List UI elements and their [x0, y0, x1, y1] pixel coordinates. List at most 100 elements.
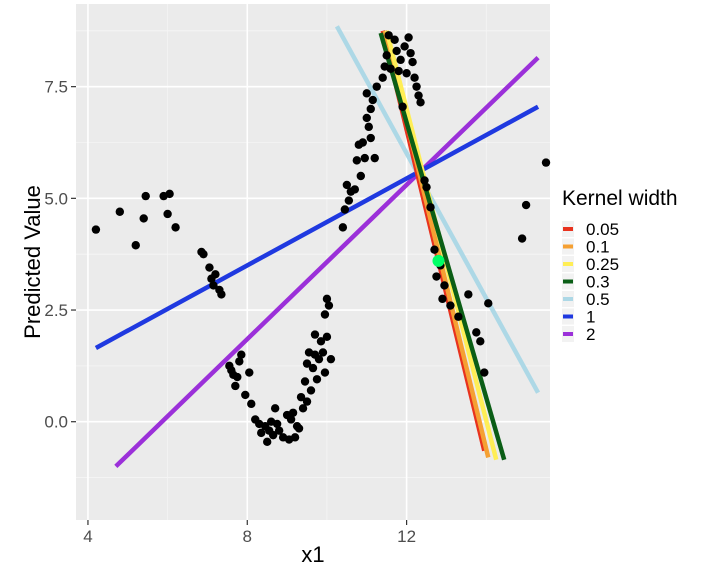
- y-tick-label: 7.5: [44, 78, 68, 97]
- data-point: [231, 381, 240, 391]
- data-point: [398, 102, 407, 111]
- points-layer: [91, 31, 551, 447]
- data-point: [426, 203, 435, 212]
- grid: [76, 4, 550, 520]
- data-point: [209, 281, 218, 290]
- data-point: [320, 368, 330, 377]
- data-point: [247, 399, 256, 409]
- y-tick-label: 2.5: [44, 301, 68, 320]
- data-point: [205, 263, 214, 272]
- data-point: [366, 133, 375, 143]
- data-point: [420, 176, 429, 185]
- data-point: [91, 225, 101, 234]
- legend-label: 1: [586, 308, 595, 327]
- data-point: [440, 281, 449, 290]
- data-point: [237, 350, 246, 359]
- data-point: [270, 404, 280, 413]
- data-point: [165, 189, 174, 199]
- data-point: [414, 91, 423, 100]
- data-point: [344, 196, 354, 205]
- data-point: [422, 182, 431, 192]
- data-point: [402, 69, 411, 78]
- data-point: [262, 437, 272, 447]
- fit-line-0.5: [334, 25, 541, 394]
- x-tick-label: 8: [243, 527, 252, 546]
- data-point: [392, 46, 401, 56]
- data-point: [472, 328, 481, 337]
- data-point: [286, 415, 296, 424]
- legend-label: 0.25: [586, 255, 619, 274]
- data-point: [400, 42, 409, 51]
- data-point: [362, 113, 371, 123]
- data-point: [476, 337, 485, 346]
- data-point: [272, 419, 282, 429]
- data-point: [358, 138, 367, 147]
- data-point: [294, 424, 304, 433]
- data-point: [364, 122, 373, 132]
- data-point: [115, 207, 125, 216]
- data-point: [480, 368, 489, 377]
- data-point: [211, 270, 220, 279]
- data-point: [517, 234, 527, 243]
- data-point: [302, 397, 312, 406]
- data-point: [141, 191, 150, 201]
- data-point: [320, 310, 330, 319]
- fit-line-2: [114, 55, 540, 469]
- data-point: [352, 156, 362, 165]
- fit-line-1: [94, 104, 540, 350]
- data-point: [322, 294, 332, 304]
- data-point: [382, 51, 391, 60]
- data-point: [131, 241, 140, 250]
- data-point: [384, 31, 393, 40]
- data-point: [394, 66, 403, 76]
- data-point: [235, 357, 244, 366]
- highlight-point: [432, 254, 445, 267]
- data-point: [199, 249, 208, 259]
- data-point: [342, 180, 352, 190]
- data-point: [308, 363, 318, 373]
- data-point: [368, 95, 377, 105]
- data-point: [386, 64, 395, 73]
- data-point: [312, 375, 322, 384]
- data-point: [314, 354, 324, 364]
- data-point: [484, 299, 493, 308]
- x-axis-title: x1: [301, 542, 324, 566]
- data-point: [396, 55, 405, 65]
- data-point: [370, 153, 379, 163]
- data-point: [288, 408, 298, 417]
- data-point: [432, 272, 441, 281]
- data-point: [464, 290, 473, 299]
- data-point: [350, 185, 360, 194]
- legend-title: Kernel width: [562, 187, 678, 210]
- data-point: [139, 214, 148, 223]
- data-point: [290, 433, 300, 442]
- data-point: [521, 200, 531, 210]
- data-point: [366, 104, 375, 114]
- x-tick-label: 4: [83, 527, 92, 546]
- axis-ticks: 4 8 12 0.0 2.5 5.0 7.5: [44, 78, 416, 546]
- data-point: [340, 205, 350, 214]
- data-point: [406, 48, 415, 58]
- legend: 0.050.10.250.30.512: [562, 220, 619, 344]
- data-point: [241, 390, 250, 400]
- data-point: [338, 223, 348, 232]
- data-point: [454, 312, 463, 321]
- data-point: [412, 82, 421, 91]
- data-point: [446, 301, 455, 310]
- y-tick-label: 0.0: [44, 413, 68, 432]
- data-point: [372, 82, 381, 91]
- data-point: [356, 171, 365, 181]
- data-point: [217, 290, 226, 299]
- data-point: [316, 337, 326, 346]
- data-point: [360, 153, 369, 163]
- data-point: [274, 426, 284, 435]
- legend-label: 0.1: [586, 238, 610, 257]
- x-tick-label: 12: [397, 527, 416, 546]
- data-point: [390, 35, 399, 44]
- data-point: [302, 359, 312, 368]
- data-point: [296, 392, 306, 402]
- data-point: [362, 89, 371, 98]
- legend-label: 0.3: [586, 273, 610, 292]
- data-point: [430, 245, 439, 254]
